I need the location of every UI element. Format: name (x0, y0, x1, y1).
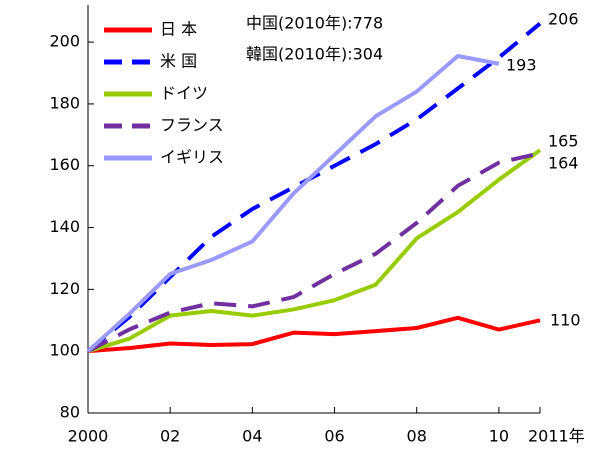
series-line (86, 22, 542, 353)
x-tick-label: 2011年 (528, 427, 585, 446)
x-tick-label: 06 (324, 427, 344, 446)
series-line (87, 315, 541, 354)
x-tick-label: 2000 (68, 427, 109, 446)
x-tick-label: 04 (242, 427, 262, 446)
y-tick-label: 160 (49, 155, 80, 174)
annotation: 206 (548, 10, 579, 29)
annotation: 164 (548, 154, 579, 173)
annotation: 193 (506, 56, 537, 75)
legend-label: フランス (160, 116, 224, 135)
x-tick-label: 02 (160, 427, 180, 446)
y-tick-label: 100 (49, 341, 80, 360)
x-tick-label: 10 (489, 427, 509, 446)
series-line (87, 151, 541, 353)
annotation: 中国(2010年):778 (246, 14, 383, 33)
annotation: 165 (548, 132, 579, 151)
y-tick-label: 180 (49, 93, 80, 112)
y-tick-label: 200 (49, 32, 80, 51)
annotation: 韓国(2010年):304 (246, 45, 383, 64)
y-tick-label: 80 (60, 403, 80, 422)
y-tick-label: 140 (49, 217, 80, 236)
legend-label: ドイツ (160, 84, 208, 103)
y-tick-label: 120 (49, 279, 80, 298)
legend-label: 日 本 (160, 20, 197, 39)
annotation: 110 (550, 311, 581, 330)
series-line (86, 54, 500, 353)
series-line (87, 148, 542, 354)
x-tick-label: 08 (407, 427, 427, 446)
legend-label: イギリス (160, 148, 224, 167)
legend-label: 米 国 (160, 52, 197, 71)
